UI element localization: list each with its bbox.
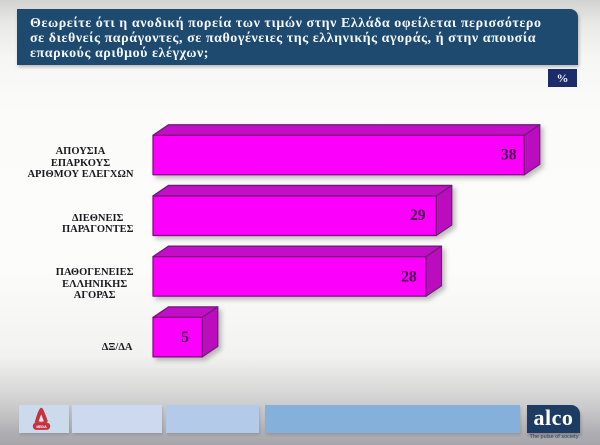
svg-text:5: 5 <box>181 329 189 346</box>
svg-text:29: 29 <box>410 207 426 224</box>
svg-text:38: 38 <box>501 146 517 163</box>
svg-text:MEDIA: MEDIA <box>36 425 47 429</box>
svg-text:28: 28 <box>401 269 417 286</box>
